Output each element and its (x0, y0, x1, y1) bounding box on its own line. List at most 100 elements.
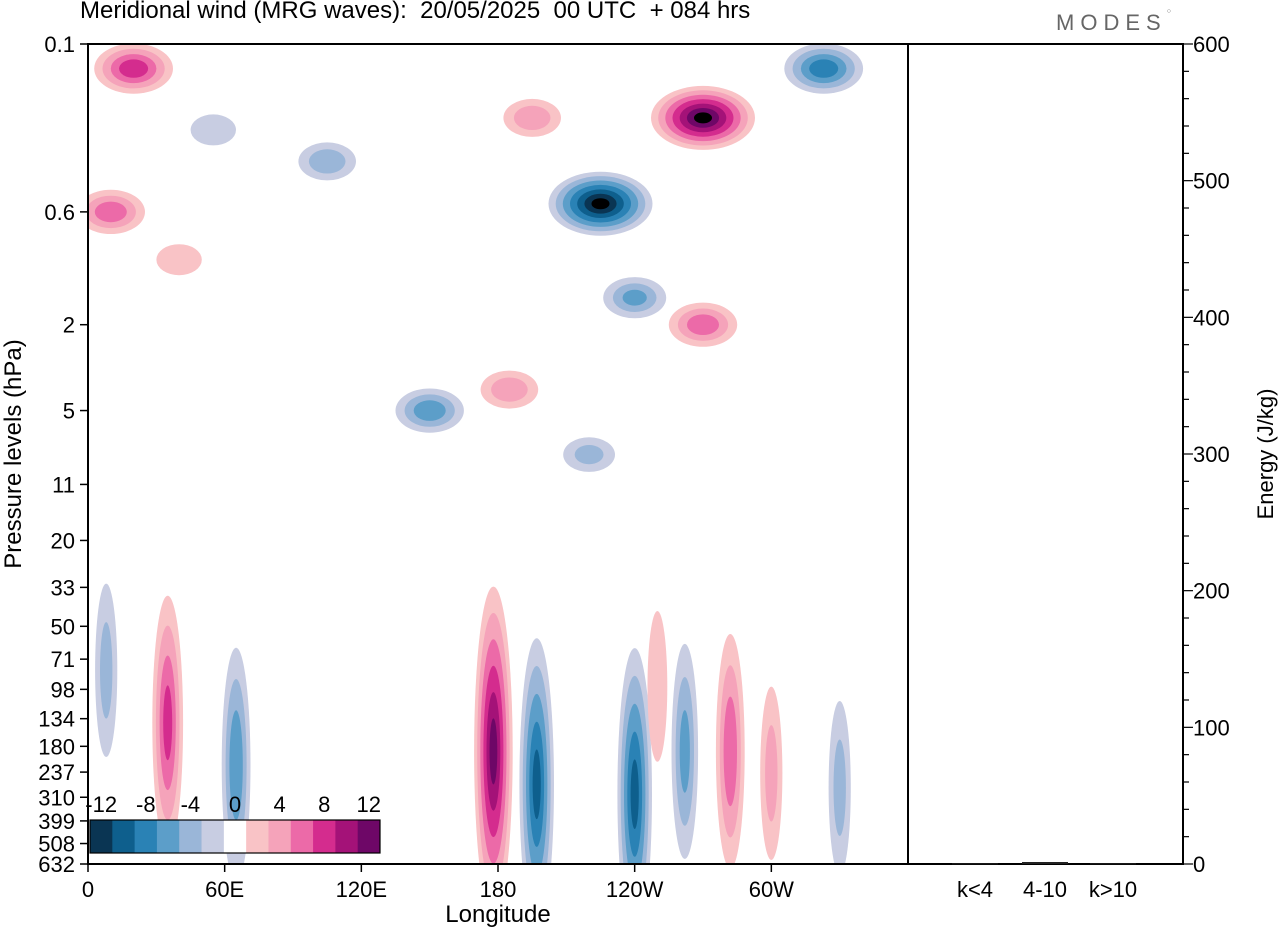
y-tick-label: 11 (52, 472, 75, 497)
wind-cell (603, 277, 667, 319)
energy-category-axis: k<4 4-10 k>10 (957, 877, 1137, 902)
colorbar-label: 0 (229, 792, 241, 817)
contour-band (513, 105, 551, 130)
energy-category-label: k>10 (1089, 877, 1137, 902)
contour-band (591, 198, 610, 210)
wind-cell (828, 701, 851, 864)
wind-cell (480, 370, 539, 409)
energy-bars (952, 862, 1136, 865)
contour-band (647, 611, 668, 762)
colorbar: -12 -8 -4 0 4 8 12 (85, 792, 381, 854)
pressure-axis: 0.1 0.6 2 5 11 20 33 50 71 98 13418023731039950863… (38, 32, 88, 877)
y-tick-label: 2 (63, 313, 75, 338)
wind-cell (95, 583, 118, 757)
energy-tick-label: 300 (1193, 442, 1230, 467)
colorbar-swatch (313, 820, 336, 853)
energy-bar (952, 863, 998, 865)
y-tick-label: 5 (63, 399, 75, 424)
y-tick-label: 50 (51, 614, 75, 639)
y-tick-label: 237 (38, 760, 75, 785)
contour-band (413, 400, 446, 421)
wind-cell (715, 634, 745, 864)
wind-cell (474, 586, 513, 864)
energy-category-label: 4-10 (1023, 877, 1067, 902)
contour-band (190, 114, 236, 146)
y-tick-label: 33 (51, 575, 75, 600)
colorbar-label: -12 (85, 792, 117, 817)
contour-band (308, 149, 346, 174)
wind-cell (651, 85, 755, 150)
x-tick-label: 180 (480, 877, 517, 902)
contour-band (491, 377, 528, 402)
colorbar-swatch (290, 820, 314, 853)
wind-cell (671, 643, 699, 859)
modes-logo: MODES○ (1056, 8, 1171, 35)
contour-band (574, 445, 604, 465)
contour-band (833, 739, 846, 836)
contour-band (119, 59, 149, 78)
energy-axis-label: Energy (J/kg) (1253, 389, 1278, 520)
y-axis-label: Pressure levels (hPa) (0, 339, 27, 568)
energy-tick-label: 0 (1193, 852, 1205, 877)
energy-frame (907, 43, 1184, 865)
wind-cell (563, 437, 615, 472)
contour-band (94, 201, 127, 223)
y-tick-label: 508 (38, 832, 75, 857)
contour-band (156, 244, 202, 276)
chart-title: Meridional wind (MRG waves): 20/05/2025 … (80, 0, 751, 24)
logo-text: MODES (1056, 10, 1167, 35)
x-tick-label: 0 (82, 877, 94, 902)
energy-tick-label: 600 (1193, 32, 1230, 57)
colorbar-swatch (357, 820, 381, 853)
contour-band (489, 718, 498, 785)
energy-bar (1090, 863, 1136, 865)
y-tick-label: 20 (51, 528, 75, 553)
y-tick-label: 180 (38, 734, 75, 759)
colorbar-swatch (90, 820, 113, 853)
contour-band (630, 759, 639, 829)
wind-cell (760, 686, 783, 860)
colorbar-swatch (223, 820, 247, 853)
energy-tick-label: 100 (1193, 715, 1230, 740)
wind-cell (617, 648, 652, 864)
y-tick-label: 134 (38, 707, 75, 732)
wind-cell (190, 114, 236, 146)
colorbar-label: 4 (273, 792, 285, 817)
contour-band (723, 696, 737, 807)
colorbar-label: 8 (318, 792, 330, 817)
x-tick-label: 60W (749, 877, 794, 902)
colorbar-label: 12 (357, 792, 381, 817)
contour-band (100, 622, 113, 719)
wind-cell (395, 388, 464, 433)
x-tick-label: 120E (336, 877, 387, 902)
colorbar-swatch (246, 820, 269, 853)
contour-band (809, 59, 839, 78)
colorbar-frame (89, 819, 381, 854)
contour-band (622, 289, 647, 306)
wind-cell (88, 189, 145, 234)
x-axis-label: Longitude (445, 901, 550, 928)
wind-cell (668, 302, 738, 347)
y-tick-label: 632 (38, 852, 75, 877)
contour-band (229, 710, 243, 820)
wind-cell (156, 244, 202, 276)
contour-band (765, 725, 778, 822)
y-tick-label: 98 (51, 677, 75, 702)
y-tick-label: 310 (38, 785, 75, 810)
contour-band (532, 749, 541, 820)
contour-band (694, 112, 712, 124)
wind-cell (784, 44, 864, 94)
energy-tick-label: 500 (1193, 169, 1230, 194)
colorbar-swatch (112, 820, 136, 853)
colorbar-label: -4 (181, 792, 201, 817)
contour-band (163, 685, 173, 761)
contour-band (679, 710, 690, 793)
energy-axis: 0 100 200 300 400 500 600 (1183, 32, 1230, 877)
y-tick-label: 0.6 (44, 200, 75, 225)
wind-cell (152, 595, 184, 850)
contour-band (687, 314, 719, 336)
wind-cell (503, 98, 561, 137)
y-tick-label: 0.1 (44, 32, 75, 57)
